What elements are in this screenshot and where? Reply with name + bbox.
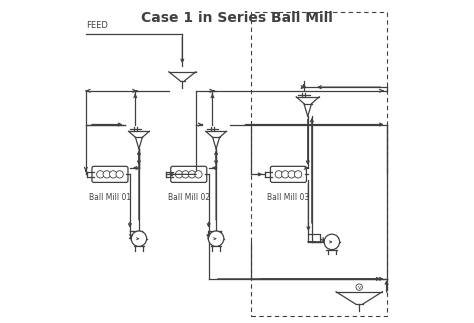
Text: v: v [357, 285, 361, 290]
Circle shape [175, 171, 183, 178]
Circle shape [209, 231, 224, 246]
Circle shape [195, 171, 202, 178]
Circle shape [288, 171, 295, 178]
Bar [252, 12, 387, 316]
Text: Ball Mill 03: Ball Mill 03 [267, 193, 310, 202]
FancyBboxPatch shape [171, 166, 207, 182]
FancyBboxPatch shape [271, 166, 307, 182]
Circle shape [182, 171, 189, 178]
Circle shape [294, 171, 302, 178]
Circle shape [282, 171, 289, 178]
Text: Case 1 in Series Ball Mill: Case 1 in Series Ball Mill [141, 11, 333, 25]
Circle shape [131, 231, 146, 246]
Text: Ball Mill 02: Ball Mill 02 [168, 193, 210, 202]
FancyBboxPatch shape [92, 166, 128, 182]
Circle shape [275, 171, 283, 178]
Text: Ball Mill 01: Ball Mill 01 [89, 193, 131, 202]
Circle shape [97, 171, 104, 178]
Circle shape [324, 234, 339, 250]
Circle shape [356, 284, 363, 290]
Circle shape [109, 171, 117, 178]
Text: FEED: FEED [86, 21, 108, 30]
Circle shape [116, 171, 123, 178]
Circle shape [188, 171, 196, 178]
Circle shape [103, 171, 110, 178]
